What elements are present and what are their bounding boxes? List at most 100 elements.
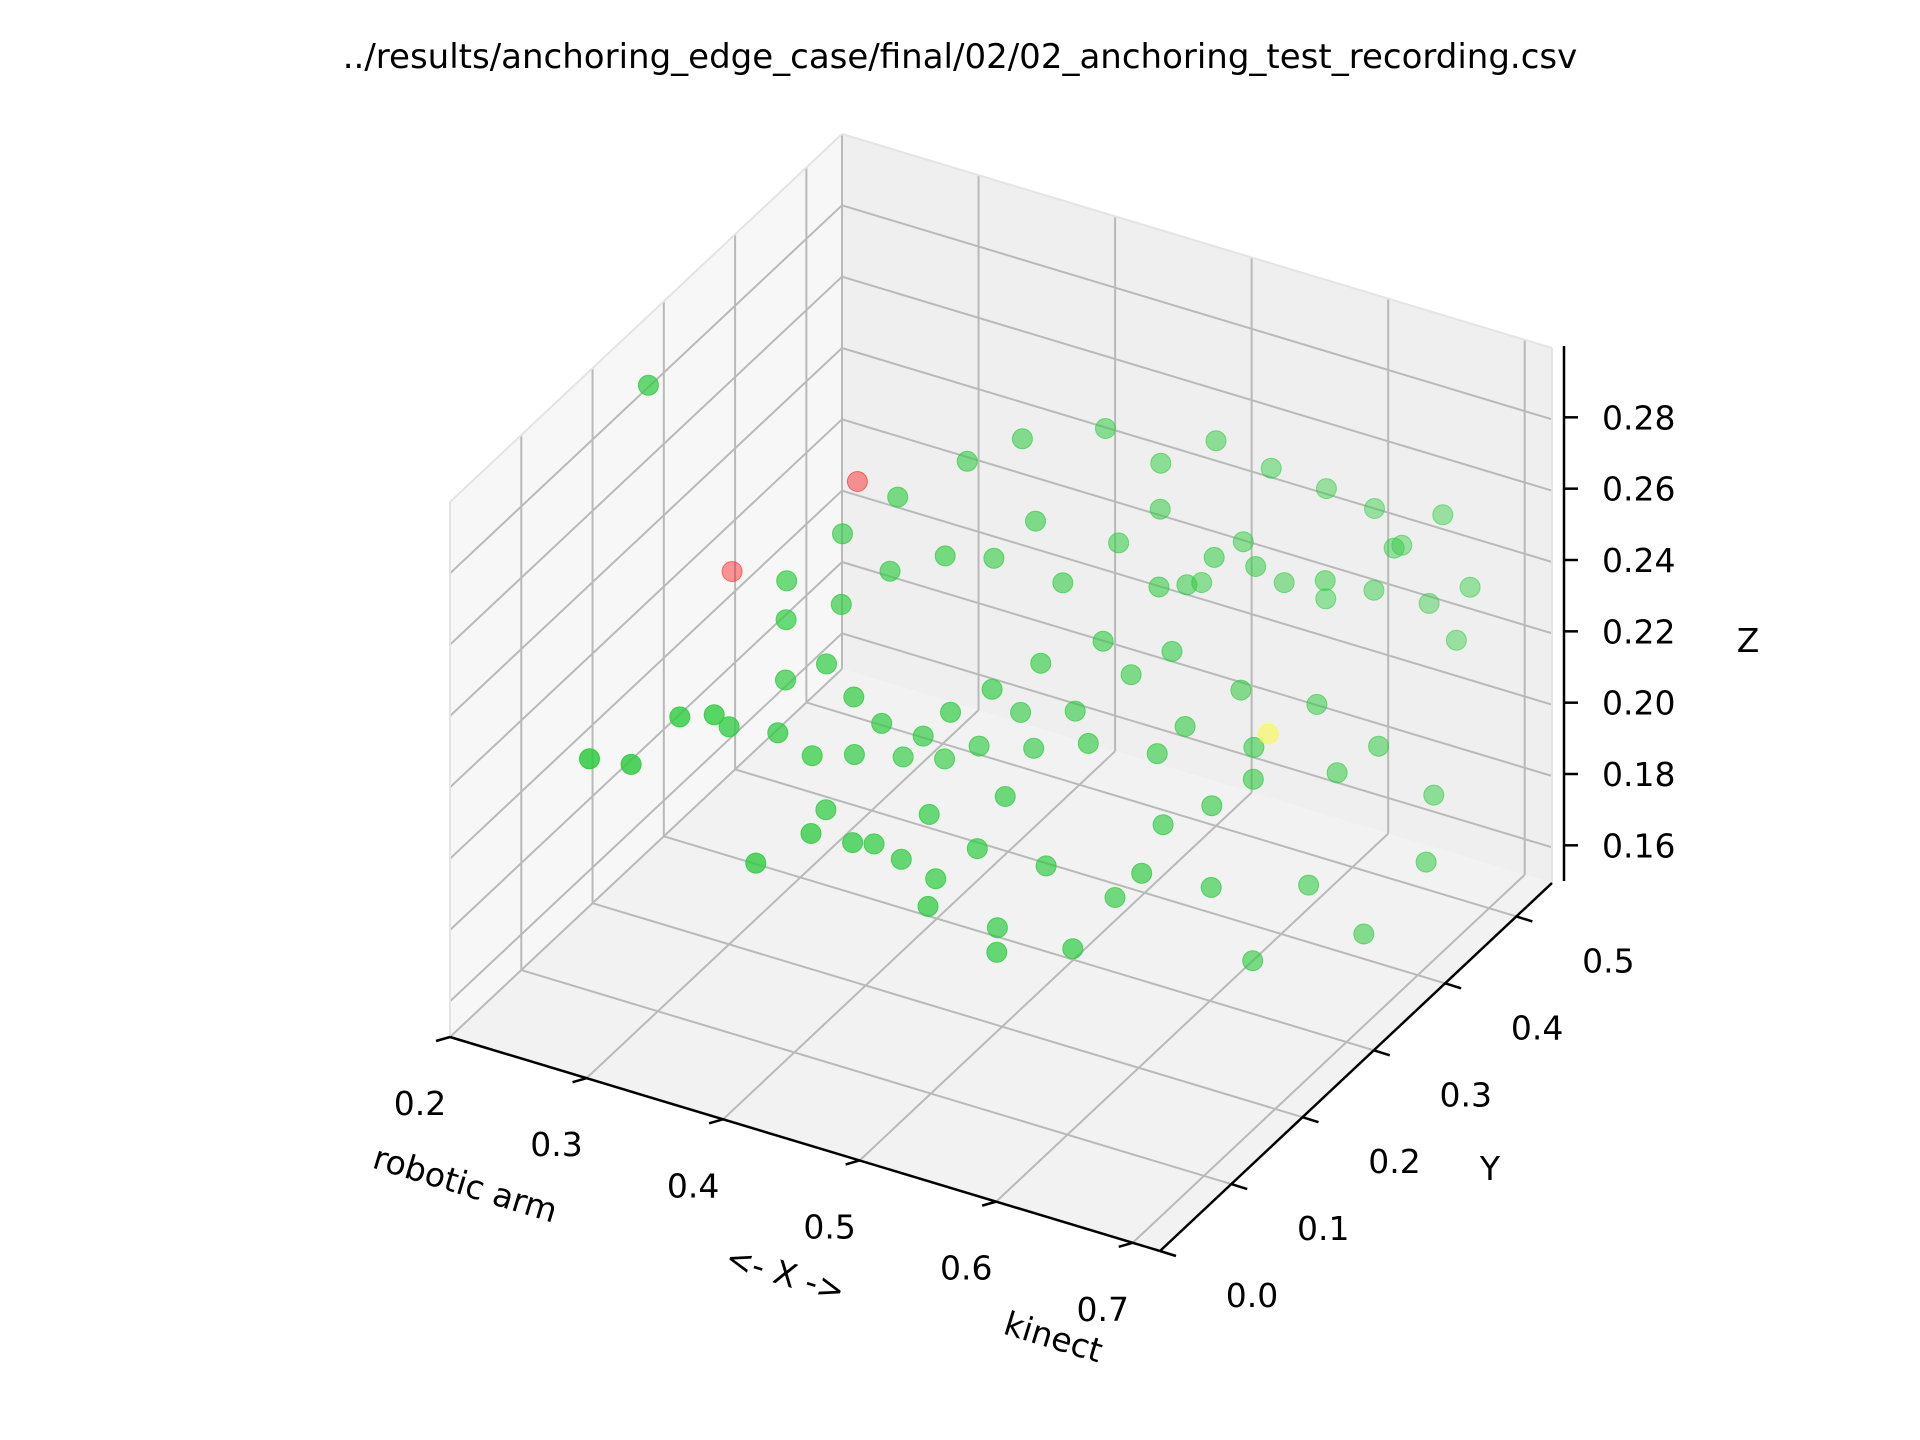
grid-line-z-back <box>841 204 1553 421</box>
x-tick <box>708 1118 724 1125</box>
axis-lines <box>435 346 1578 1258</box>
scatter-point <box>968 735 990 757</box>
scatter-point <box>917 895 939 917</box>
grid-line-x-floor <box>585 709 980 1079</box>
scatter-point <box>767 722 789 744</box>
x-tick <box>981 1200 997 1207</box>
y-tick <box>1373 1049 1391 1057</box>
scatter-point <box>1150 452 1172 474</box>
scatter-point <box>863 833 885 855</box>
z-axis-label: Z <box>1737 621 1760 660</box>
scatter-point <box>1243 736 1265 758</box>
grid-line-z-left <box>449 347 843 717</box>
z-tick-label: 0.18 <box>1602 755 1675 794</box>
scatter-point <box>1035 855 1057 877</box>
scatter-point <box>842 832 864 854</box>
scatter-point <box>1391 534 1413 556</box>
y-tick <box>1444 982 1462 990</box>
x-axis-label: <- X -> <box>721 1237 850 1310</box>
scatter-point <box>1152 814 1174 836</box>
pane-edge <box>841 133 1553 349</box>
scatter-point <box>956 450 978 472</box>
back-pane <box>842 134 1552 883</box>
y-tick-label: 0.3 <box>1440 1075 1492 1114</box>
x-tick-label: 0.6 <box>940 1249 992 1288</box>
scatter-point <box>994 786 1016 807</box>
scatter-point <box>871 712 893 734</box>
scatter-point <box>1383 537 1405 559</box>
scatter-point <box>1363 579 1385 601</box>
scatter-point <box>669 706 691 728</box>
grid-line-z-left <box>449 632 843 1003</box>
scatter-point <box>1176 574 1198 596</box>
y-tick-label: 0.1 <box>1297 1209 1349 1248</box>
scatter-point <box>830 593 852 615</box>
grid-line-z-left <box>449 275 843 646</box>
scatter-point <box>892 746 914 768</box>
scatter-point <box>986 941 1008 963</box>
scatter-point <box>843 744 865 765</box>
scatter-point <box>912 725 934 747</box>
x-tick-label: 0.2 <box>394 1084 446 1123</box>
scatter-point <box>1415 851 1437 873</box>
scatter-point <box>1104 887 1126 908</box>
scatter-point <box>1149 498 1171 520</box>
x-tick <box>435 1035 451 1043</box>
scatter-point <box>1062 938 1084 960</box>
scatter-point <box>703 704 725 726</box>
scatter-point <box>1203 546 1225 568</box>
y-tick <box>1159 1249 1177 1258</box>
scatter-point <box>1077 732 1099 754</box>
grid-line-z-back <box>841 632 1553 849</box>
scatter-point <box>890 848 912 870</box>
scatter-point <box>1201 795 1223 817</box>
grid-line-y-floor <box>734 768 1446 985</box>
scatter-point <box>1432 504 1454 526</box>
scatter-point <box>1010 701 1032 723</box>
scatter-point <box>1052 572 1074 594</box>
y-tick-label: 0.2 <box>1368 1142 1420 1181</box>
scatter-point <box>1353 923 1375 945</box>
scatter-point <box>1314 570 1336 592</box>
x-tick <box>572 1076 587 1084</box>
x-tick <box>845 1159 860 1166</box>
x-tick-label: 0.5 <box>803 1208 855 1247</box>
grid-line-z-back <box>841 347 1553 563</box>
z-tick-label: 0.20 <box>1602 684 1675 723</box>
scatter-point <box>1418 592 1440 614</box>
scatter-point <box>637 374 659 396</box>
scatter-point <box>1364 498 1385 519</box>
scatter-point <box>1174 716 1196 737</box>
scatter-point <box>1095 418 1116 439</box>
z-tick-label: 0.16 <box>1602 826 1675 865</box>
scatter-point <box>1023 737 1045 759</box>
scatter-point <box>1205 430 1227 452</box>
scatter-point <box>1025 510 1046 532</box>
scatter-point <box>775 669 796 691</box>
scatter-point <box>1148 576 1170 598</box>
y-tick-label: 0.5 <box>1582 942 1634 981</box>
scatter-point <box>846 471 868 492</box>
scatter-point <box>1120 664 1142 686</box>
scatter-point <box>1306 693 1328 715</box>
scatter-point <box>879 560 901 582</box>
scatter-point <box>1200 876 1222 898</box>
scatter-point <box>815 799 837 821</box>
scatter-point <box>1108 532 1130 554</box>
scatter-point <box>1146 743 1168 765</box>
scatter-points <box>579 374 1481 972</box>
scatter-point <box>1273 572 1295 594</box>
grid-line-x-floor <box>995 832 1389 1203</box>
scatter-point <box>1011 428 1033 450</box>
grid-line-y-floor <box>592 902 1303 1119</box>
scatter-point <box>775 609 797 631</box>
grid-line-x-floor <box>858 791 1253 1162</box>
scatter-point <box>1092 630 1114 652</box>
x-tick-label: 0.3 <box>530 1125 582 1164</box>
grid-line-z-back <box>841 561 1553 777</box>
grid-line-z-left <box>449 489 843 860</box>
z-tick-label: 0.24 <box>1602 541 1675 580</box>
grid-line-y-floor <box>663 835 1375 1052</box>
grid-line-x-floor <box>1132 874 1526 1244</box>
